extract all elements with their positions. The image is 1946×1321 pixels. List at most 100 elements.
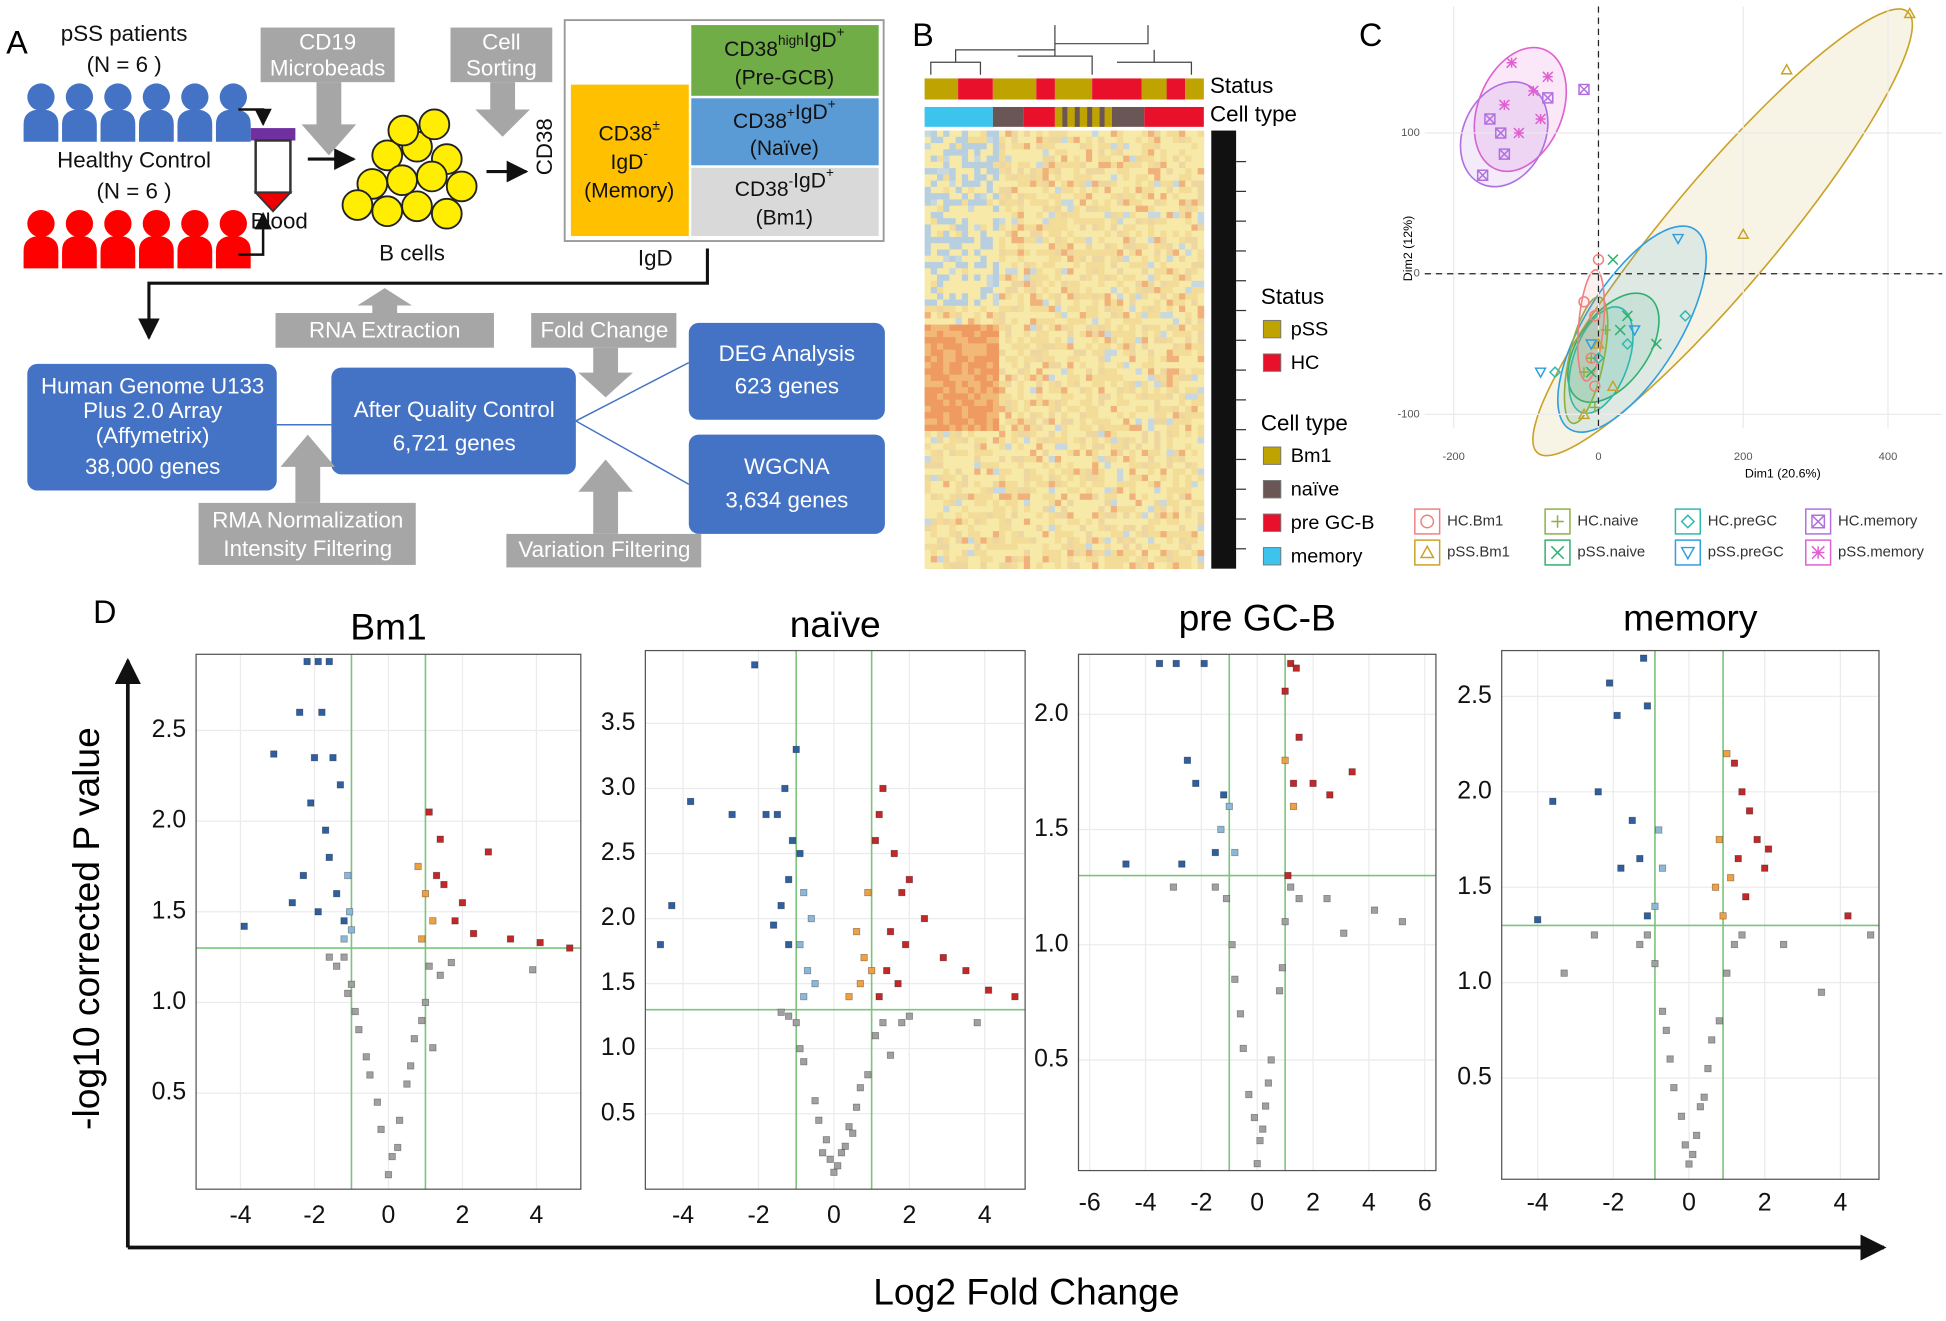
heat-cell	[1092, 324, 1099, 332]
heat-cell	[1141, 387, 1149, 394]
point	[1658, 864, 1667, 872]
heat-cell	[1048, 537, 1056, 544]
heat-cell	[1154, 524, 1161, 532]
heat-cell	[1061, 174, 1068, 182]
heat-cell	[930, 330, 938, 338]
heat-cell	[980, 562, 988, 570]
heat-cell	[1160, 549, 1167, 557]
heat-cell	[930, 318, 938, 325]
heat-cell	[986, 211, 994, 219]
heat-cell	[992, 174, 1000, 182]
heat-cell	[1017, 449, 1025, 457]
heat-cell	[1067, 380, 1074, 388]
heat-cell	[1166, 168, 1174, 175]
heat-cell	[1129, 274, 1136, 282]
heat-cell	[937, 543, 944, 551]
heat-cell	[1017, 155, 1025, 163]
heat-cell	[1191, 562, 1199, 570]
heat-cell	[1092, 374, 1099, 382]
point	[1671, 233, 1685, 246]
heat-cell	[1123, 136, 1130, 144]
heat-cell	[1011, 487, 1019, 494]
heat-cell	[1104, 161, 1112, 169]
heat-cell	[1023, 349, 1031, 357]
step-box	[260, 27, 395, 83]
heat-cell	[1048, 531, 1056, 538]
heat-cell	[1129, 312, 1136, 319]
heat-cell	[1166, 543, 1174, 551]
point	[425, 962, 433, 970]
heat-cell	[1061, 168, 1068, 175]
heat-cell	[1092, 355, 1099, 363]
heat-cell	[992, 387, 1000, 394]
heat-cell	[1123, 443, 1130, 451]
point	[1259, 1125, 1267, 1133]
heat-cell	[1197, 168, 1205, 175]
heat-cell	[961, 211, 969, 219]
heat-cell	[1104, 531, 1112, 538]
heat-cell	[1104, 224, 1112, 232]
heat-cell	[1079, 293, 1087, 300]
heat-cell	[955, 287, 963, 294]
heat-cell	[1079, 268, 1087, 275]
heat-cell	[961, 224, 969, 232]
heat-cell	[1104, 393, 1112, 401]
heat-cell	[949, 380, 956, 388]
heat-cell	[1067, 399, 1074, 407]
heat-cell	[1098, 174, 1105, 182]
heat-cell	[1116, 255, 1124, 263]
heat-cell	[1073, 549, 1081, 557]
heat-cell	[961, 199, 969, 207]
heat-cell	[986, 349, 994, 357]
heat-cell	[1116, 155, 1124, 163]
heat-cell	[1023, 305, 1031, 313]
heat-cell	[968, 312, 975, 319]
heat-cell	[1023, 430, 1031, 438]
heat-cell	[974, 462, 981, 469]
heat-cell	[1048, 199, 1056, 207]
point	[1643, 912, 1651, 920]
heat-cell	[1166, 136, 1174, 144]
heat-cell	[943, 349, 950, 357]
heat-cell	[1185, 155, 1192, 163]
heat-cell	[943, 387, 950, 394]
heat-cell	[1110, 149, 1118, 156]
heat-cell	[1135, 531, 1143, 538]
heat-cell	[1011, 287, 1019, 294]
heat-cell	[1172, 318, 1180, 325]
point	[1211, 848, 1219, 857]
heat-cell	[1085, 161, 1093, 169]
heat-cell	[1061, 330, 1068, 338]
heat-cell	[1147, 224, 1155, 232]
heat-cell	[968, 456, 975, 463]
heat-cell	[1023, 149, 1031, 156]
heat-cell	[949, 193, 956, 200]
heat-cell	[1172, 368, 1180, 376]
heat-cell	[1141, 249, 1149, 257]
heat-cell	[961, 430, 969, 438]
legend-label: HC.preGC	[1708, 513, 1778, 529]
point	[1867, 931, 1875, 939]
heat-cell	[1147, 305, 1155, 313]
heat-cell	[1123, 218, 1130, 225]
heat-cell	[1011, 312, 1019, 319]
heat-cell	[1061, 249, 1068, 257]
heat-cell	[949, 324, 956, 332]
heat-cell	[1191, 268, 1199, 275]
heat-cell	[1030, 374, 1037, 382]
heat-cell	[949, 562, 956, 570]
heat-cell	[1166, 305, 1174, 313]
heat-cell	[1104, 468, 1112, 476]
heat-cell	[1017, 305, 1025, 313]
heat-cell	[961, 481, 969, 488]
heat-cell	[1098, 355, 1105, 363]
heat-cell	[1110, 349, 1118, 357]
heat-cell	[1197, 180, 1205, 188]
heat-cell	[949, 487, 956, 494]
status-bar	[1036, 78, 1055, 100]
y-tick-label: -100	[1397, 408, 1419, 420]
heat-cell	[1085, 324, 1093, 332]
heat-cell	[974, 155, 981, 163]
heat-cell	[1160, 437, 1167, 444]
